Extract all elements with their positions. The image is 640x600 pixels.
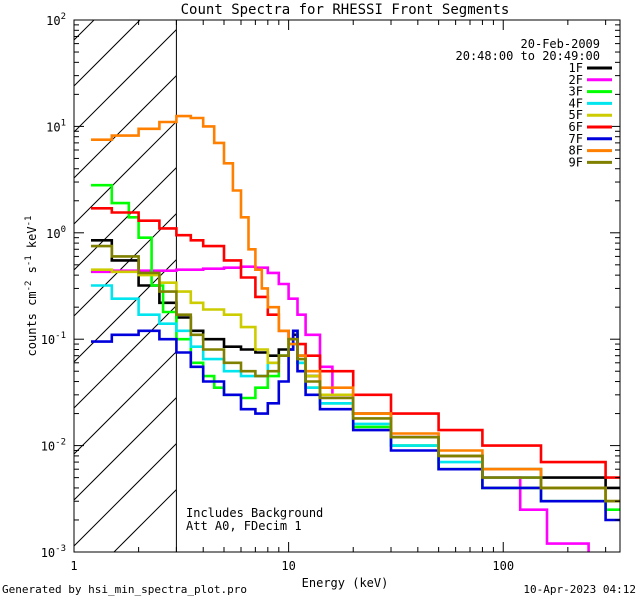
hatch-line — [74, 443, 177, 547]
legend-label-5F: 5F — [569, 108, 583, 122]
series-layer — [91, 114, 620, 552]
legend-label-1F: 1F — [569, 61, 583, 75]
hatch-line — [74, 121, 177, 225]
series-line-5F — [91, 268, 620, 503]
series-line-8F — [91, 114, 620, 503]
axes: 1 10 100 10-3 10-2 10-1 100 101 102 — [41, 12, 621, 573]
chart-title: Count Spectra for RHESSI Front Segments — [181, 2, 510, 18]
x-axis-label: Energy (keV) — [302, 576, 389, 590]
y-tick-label: 101 — [46, 118, 66, 134]
legend-label-6F: 6F — [569, 120, 583, 134]
hatch-line — [113, 489, 177, 552]
y-tick-label: 10-3 — [41, 544, 66, 560]
y-tick-label: 10-2 — [41, 438, 66, 454]
hatch-line — [74, 167, 177, 271]
x-tick-label: 1 — [70, 559, 77, 573]
y-tick-label: 10-1 — [41, 331, 66, 347]
hatch-line — [74, 397, 177, 501]
time-label: 20:48:00 to 20:49:00 — [456, 49, 601, 63]
footer-generated-by: Generated by hsi_min_spectra_plot.pro — [2, 583, 248, 596]
legend-label-3F: 3F — [569, 85, 583, 99]
legend-label-2F: 2F — [569, 73, 583, 87]
annotation-background: Includes Background — [186, 506, 323, 520]
legend-label-7F: 7F — [569, 132, 583, 146]
y-tick-label: 102 — [46, 12, 66, 28]
legend-label-9F: 9F — [569, 155, 583, 169]
hatch-line — [74, 305, 177, 409]
y-tick-label: 100 — [46, 225, 66, 241]
background-hatch-region — [74, 20, 177, 552]
series-line-2F — [91, 265, 590, 552]
hatch-line — [74, 351, 177, 455]
series-line-7F — [91, 329, 620, 522]
legend-label-8F: 8F — [569, 144, 583, 158]
legend-label-4F: 4F — [569, 96, 583, 110]
annotation-attenuator: Att A0, FDecim 1 — [186, 519, 302, 533]
hatch-line — [74, 20, 141, 87]
hatch-line — [74, 75, 177, 179]
y-axis-label: counts cm-2 s-1 keV-1 — [24, 216, 39, 357]
series-line-6F — [91, 207, 620, 479]
x-tick-label: 10 — [281, 559, 295, 573]
footer-timestamp: 10-Apr-2023 04:12 — [523, 583, 636, 596]
hatch-line — [74, 20, 95, 41]
hatch-line — [74, 213, 177, 317]
series-line-9F — [91, 244, 620, 503]
x-tick-label: 100 — [492, 559, 514, 573]
date-label: 20-Feb-2009 — [521, 37, 600, 51]
hatch-line — [74, 259, 177, 363]
plot-frame — [73, 19, 621, 553]
hatch-line — [74, 29, 177, 133]
